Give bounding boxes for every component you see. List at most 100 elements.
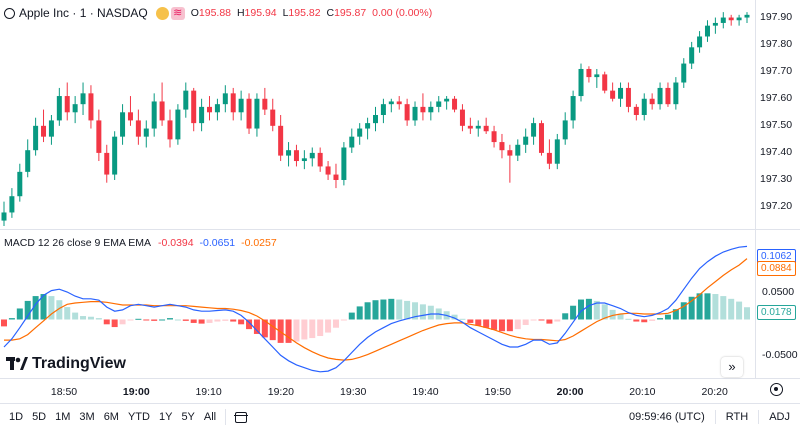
candle-body: [33, 125, 39, 151]
signal-line-badge: 0.0884: [757, 261, 796, 276]
histogram-badge: 0.0178: [757, 305, 796, 320]
histogram-bar: [625, 318, 632, 320]
pane-divider[interactable]: [0, 229, 800, 230]
candle-body: [562, 120, 568, 140]
candle-body: [72, 104, 78, 113]
histogram-bar: [514, 319, 521, 330]
histogram-bar: [419, 304, 426, 320]
candle-body: [681, 63, 687, 83]
candle-body: [625, 87, 631, 107]
settings-gear-icon[interactable]: [770, 383, 783, 396]
scroll-to-realtime-button[interactable]: »: [721, 357, 743, 377]
histogram-bar: [451, 314, 458, 320]
candle-body: [167, 120, 173, 140]
histogram-bar: [570, 305, 577, 320]
range-button-1m[interactable]: 1M: [55, 411, 71, 423]
time-axis-tick: 19:20: [267, 386, 295, 398]
histogram-bar: [198, 319, 205, 324]
adj-toggle[interactable]: ADJ: [769, 411, 790, 423]
candle-body: [104, 152, 110, 175]
histogram-bar: [585, 298, 592, 320]
histogram-bar: [119, 319, 126, 325]
ohlc-open-value: 195.88: [198, 7, 232, 19]
candle-body: [720, 17, 726, 23]
histogram-bar: [253, 319, 260, 334]
candle-body: [214, 104, 220, 113]
range-button-1y[interactable]: 1Y: [158, 411, 173, 423]
price-axis-tick: 197.50: [760, 118, 793, 131]
histogram-bar: [230, 319, 237, 322]
candle-body: [483, 125, 489, 132]
macd-label[interactable]: MACD 12 26 close 9 EMA EMA: [4, 237, 152, 249]
candle-body: [388, 101, 394, 105]
candle-body: [491, 131, 497, 143]
ohlc-high-value: 195.94: [244, 7, 277, 19]
histogram-bar: [8, 318, 15, 320]
tradingview-logo[interactable]: TradingView: [6, 355, 126, 373]
symbol-legend[interactable]: Apple Inc · 1 · NASDAQ ≋ O195.88 H195.94…: [4, 6, 435, 20]
histogram-bar: [498, 319, 505, 332]
clock-display[interactable]: 09:59:46 (UTC): [628, 411, 705, 423]
histogram-bar: [48, 296, 55, 320]
candle-body: [554, 139, 560, 164]
histogram-bar: [143, 319, 150, 321]
price-chart-pane[interactable]: [0, 0, 755, 230]
candle-body: [230, 93, 236, 113]
time-axis-tick: 20:10: [629, 386, 656, 398]
candle-body: [88, 93, 94, 121]
candle-body: [159, 101, 165, 121]
tradingview-wordmark: TradingView: [32, 355, 126, 372]
symbol-title[interactable]: Apple Inc · 1 · NASDAQ: [19, 6, 148, 20]
toolbar-separator: [225, 409, 227, 425]
histogram-bar: [467, 319, 474, 323]
candle-body: [578, 68, 584, 97]
price-axis-tick: 197.40: [760, 145, 793, 158]
candle-body: [712, 22, 718, 26]
market-status-icon[interactable]: [155, 6, 169, 20]
calendar-icon[interactable]: [234, 411, 249, 423]
candle-body: [373, 115, 378, 124]
histogram-bar: [332, 319, 339, 328]
candle-body: [238, 98, 244, 113]
macd-chart-pane[interactable]: [0, 230, 755, 378]
range-button-ytd[interactable]: YTD: [127, 411, 150, 423]
macd-line: [3, 245, 748, 373]
candle-body: [452, 98, 458, 110]
histogram-bar: [56, 300, 63, 320]
range-button-5d[interactable]: 5D: [32, 411, 47, 423]
histogram-bar: [348, 312, 355, 320]
candle-body: [515, 144, 521, 156]
histogram-bar: [214, 319, 221, 322]
histogram-bar: [32, 296, 39, 320]
macd-legend[interactable]: MACD 12 26 close 9 EMA EMA -0.0394 -0.06…: [4, 237, 277, 249]
candle-body: [151, 101, 157, 129]
range-button-all[interactable]: All: [203, 411, 217, 423]
range-button-6m[interactable]: 6M: [103, 411, 119, 423]
histogram-bar: [301, 319, 308, 340]
histogram-bar: [127, 319, 134, 321]
signal-line: [4, 258, 748, 361]
range-button-3m[interactable]: 3M: [79, 411, 95, 423]
macd-signal-value: -0.0257: [241, 237, 277, 249]
candle-body: [199, 106, 205, 124]
candle-body: [610, 90, 616, 99]
histogram-bar: [672, 309, 679, 320]
toolbar-separator: [714, 410, 716, 424]
candle-body: [175, 109, 181, 140]
range-button-5y[interactable]: 5Y: [181, 411, 195, 423]
rth-toggle[interactable]: RTH: [725, 411, 749, 423]
histogram-bar: [269, 319, 276, 341]
tradingview-logo-icon: [6, 357, 28, 370]
wave-icon[interactable]: ≋: [170, 6, 185, 20]
candle-body: [41, 125, 47, 137]
histogram-bar: [87, 316, 94, 320]
histogram-bar: [593, 300, 600, 320]
macd-axis-tick-pos: 0.0500: [762, 286, 795, 298]
histogram-bar: [24, 300, 31, 320]
histogram-bar: [135, 318, 142, 320]
time-axis-tick: 20:00: [556, 386, 584, 398]
candle-body: [380, 104, 386, 115]
histogram-bar: [601, 304, 608, 320]
range-button-1d[interactable]: 1D: [9, 411, 24, 423]
histogram-bar: [277, 319, 284, 343]
